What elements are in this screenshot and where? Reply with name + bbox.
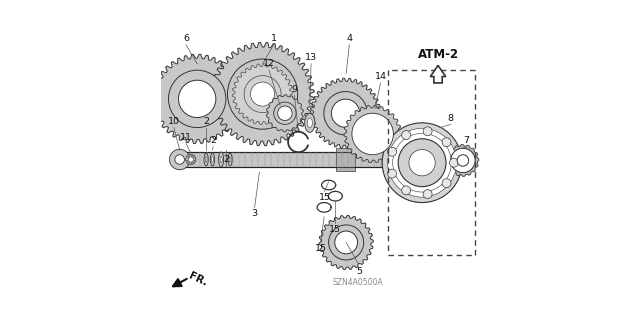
Circle shape	[393, 133, 451, 192]
Ellipse shape	[307, 118, 312, 128]
Text: 15: 15	[315, 244, 326, 253]
Polygon shape	[344, 105, 401, 163]
Text: FR.: FR.	[187, 271, 209, 288]
Text: 5: 5	[356, 267, 362, 276]
Ellipse shape	[211, 153, 214, 166]
Text: 7: 7	[463, 136, 469, 145]
Circle shape	[388, 147, 397, 156]
Text: 8: 8	[448, 114, 454, 122]
Circle shape	[274, 102, 296, 124]
Text: 11: 11	[180, 133, 192, 142]
Circle shape	[175, 155, 184, 164]
Text: ATM-2: ATM-2	[417, 48, 459, 61]
Circle shape	[409, 150, 435, 176]
Polygon shape	[319, 215, 373, 270]
Circle shape	[240, 71, 285, 117]
Circle shape	[186, 154, 196, 165]
Polygon shape	[447, 145, 479, 176]
Circle shape	[324, 92, 367, 135]
Ellipse shape	[228, 153, 232, 166]
Circle shape	[402, 186, 411, 195]
Polygon shape	[266, 95, 303, 132]
Ellipse shape	[212, 157, 213, 162]
Circle shape	[227, 59, 298, 129]
Text: 9: 9	[291, 85, 298, 94]
Circle shape	[442, 138, 451, 147]
Text: 2: 2	[210, 136, 216, 145]
Text: 15: 15	[319, 193, 330, 202]
Ellipse shape	[205, 157, 207, 162]
Circle shape	[388, 128, 456, 197]
Circle shape	[250, 82, 275, 106]
Polygon shape	[211, 42, 314, 146]
Circle shape	[449, 158, 458, 167]
Text: 3: 3	[252, 209, 258, 218]
Text: SZN4A0500A: SZN4A0500A	[332, 278, 383, 287]
Ellipse shape	[229, 157, 231, 162]
Polygon shape	[178, 152, 186, 167]
Text: 10: 10	[168, 117, 180, 126]
Circle shape	[244, 76, 281, 113]
Bar	[336, 148, 355, 171]
Text: 12: 12	[263, 59, 275, 68]
Circle shape	[382, 123, 462, 203]
Circle shape	[423, 127, 432, 136]
Circle shape	[451, 148, 475, 173]
Circle shape	[423, 189, 432, 198]
Circle shape	[442, 179, 451, 188]
Ellipse shape	[219, 152, 223, 167]
Circle shape	[398, 139, 446, 187]
Circle shape	[332, 99, 360, 127]
Circle shape	[188, 157, 193, 162]
Ellipse shape	[305, 113, 315, 132]
Text: 13: 13	[305, 53, 317, 62]
Circle shape	[170, 149, 190, 170]
Circle shape	[457, 155, 468, 166]
Text: 15: 15	[330, 225, 341, 234]
Circle shape	[451, 148, 475, 173]
Circle shape	[168, 70, 226, 128]
Ellipse shape	[220, 156, 222, 163]
FancyArrow shape	[430, 65, 445, 83]
Polygon shape	[152, 54, 242, 144]
Circle shape	[179, 80, 216, 118]
Text: 14: 14	[374, 72, 387, 81]
Circle shape	[402, 130, 411, 139]
Polygon shape	[232, 64, 293, 124]
Text: 1: 1	[271, 34, 276, 43]
Circle shape	[278, 106, 292, 121]
Bar	[178, 152, 390, 167]
Polygon shape	[310, 78, 381, 148]
Text: 2: 2	[223, 155, 229, 164]
Circle shape	[388, 169, 397, 178]
Circle shape	[335, 231, 358, 254]
Circle shape	[352, 113, 394, 155]
Ellipse shape	[204, 153, 208, 166]
Text: 2: 2	[203, 117, 209, 126]
Text: 4: 4	[346, 34, 353, 43]
Circle shape	[328, 225, 364, 260]
Text: 6: 6	[183, 34, 189, 43]
